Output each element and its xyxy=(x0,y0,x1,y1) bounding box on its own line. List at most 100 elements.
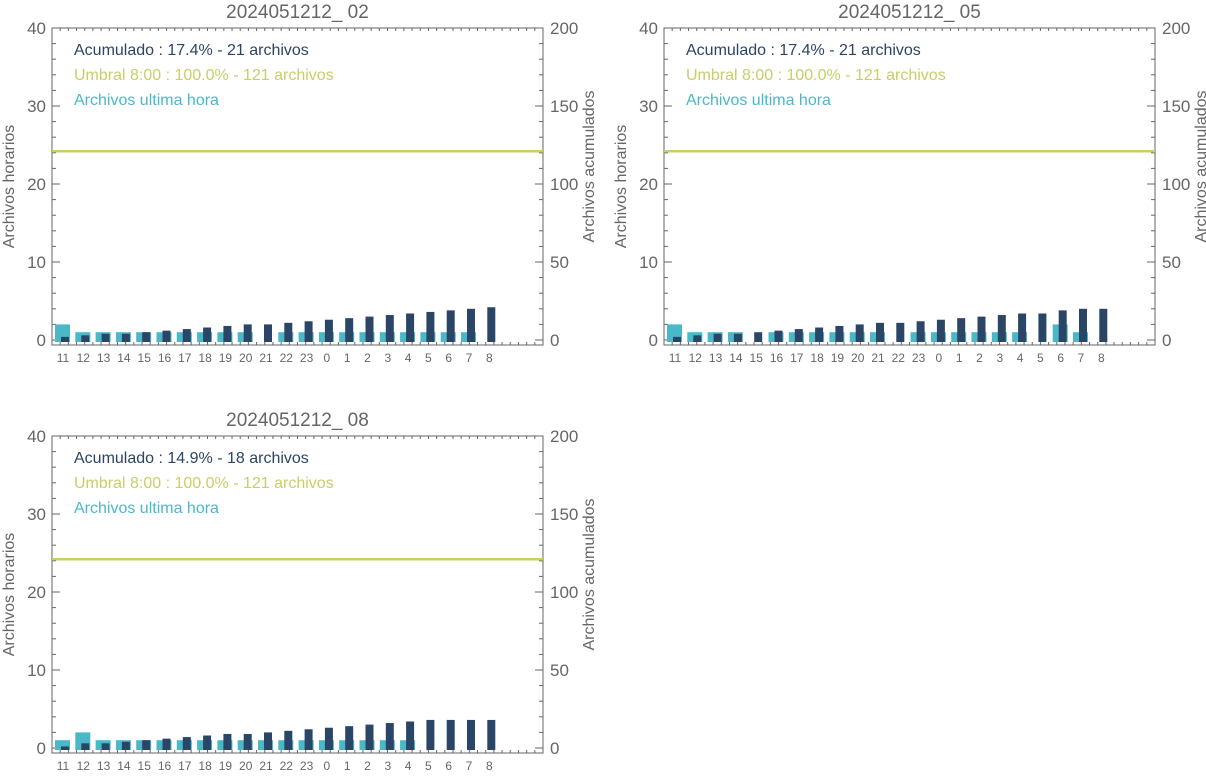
x-tick-label: 13 xyxy=(709,351,723,365)
bar-accumulated xyxy=(1038,313,1047,342)
bar-accumulated xyxy=(101,743,110,750)
y-tick-label-left: 30 xyxy=(639,97,658,116)
bar-accumulated xyxy=(101,333,110,342)
bar-accumulated xyxy=(243,733,252,750)
x-tick-label: 20 xyxy=(851,351,865,365)
bar-accumulated xyxy=(876,322,884,342)
legend-accumulated: Acumulado : 17.4% - 21 archivos xyxy=(74,42,309,59)
y-axis-label-right: Archivos acumulados xyxy=(581,498,598,650)
legend-hourly: Archivos ultima hora xyxy=(686,92,831,109)
chart-panel: 2024051212_ 05010203040050100150200Archi… xyxy=(613,2,1206,365)
y-tick-label-left: 40 xyxy=(27,427,46,446)
bar-accumulated xyxy=(162,330,171,342)
x-tick-label: 20 xyxy=(239,351,253,365)
bar-accumulated xyxy=(673,336,681,342)
bar-accumulated xyxy=(733,333,742,342)
bar-accumulated xyxy=(345,726,354,750)
bar-accumulated xyxy=(774,330,783,342)
x-tick-label: 14 xyxy=(117,351,131,365)
y-tick-label-right: 0 xyxy=(1162,331,1171,350)
bar-hourly xyxy=(55,740,70,750)
y-tick-label-right: 150 xyxy=(550,97,578,116)
bar-accumulated xyxy=(284,730,293,750)
y-tick-label-left: 20 xyxy=(27,175,46,194)
x-tick-label: 4 xyxy=(1017,351,1024,365)
bar-accumulated xyxy=(203,735,212,750)
y-axis-label-right: Archivos acumulados xyxy=(1193,90,1206,242)
x-tick-label: 18 xyxy=(198,351,212,365)
x-tick-label: 4 xyxy=(405,351,412,365)
x-tick-label: 12 xyxy=(689,351,703,365)
x-tick-label: 21 xyxy=(259,759,273,771)
x-tick-label: 1 xyxy=(344,351,351,365)
x-tick-label: 23 xyxy=(300,759,314,771)
x-tick-label: 4 xyxy=(405,759,412,771)
bar-accumulated xyxy=(81,743,90,750)
x-tick-label: 8 xyxy=(1098,351,1105,365)
bar-accumulated xyxy=(324,319,333,342)
x-tick-label: 18 xyxy=(198,759,212,771)
x-tick-label: 5 xyxy=(425,351,432,365)
x-tick-label: 16 xyxy=(770,351,784,365)
chart-panel: 2024051212_ 02010203040050100150200Archi… xyxy=(1,2,598,365)
x-tick-label: 19 xyxy=(219,759,233,771)
legend-accumulated: Acumulado : 14.9% - 18 archivos xyxy=(74,450,309,467)
x-tick-label: 16 xyxy=(158,759,172,771)
bar-accumulated xyxy=(406,313,415,342)
x-tick-label: 12 xyxy=(77,351,91,365)
bar-accumulated xyxy=(794,329,803,342)
bar-accumulated xyxy=(162,738,171,750)
y-tick-label-left: 0 xyxy=(37,331,46,350)
x-tick-label: 2 xyxy=(976,351,983,365)
x-tick-label: 7 xyxy=(466,351,473,365)
x-tick-label: 11 xyxy=(57,351,70,365)
y-tick-label-left: 20 xyxy=(639,175,658,194)
x-tick-label: 14 xyxy=(729,351,743,365)
legend-hourly: Archivos ultima hora xyxy=(74,92,219,109)
y-tick-label-left: 0 xyxy=(37,739,46,758)
bar-accumulated xyxy=(264,732,272,750)
y-tick-label-right: 200 xyxy=(1162,19,1190,38)
bar-accumulated xyxy=(223,733,232,750)
x-tick-label: 5 xyxy=(425,759,432,771)
x-tick-label: 0 xyxy=(936,351,943,365)
x-tick-label: 22 xyxy=(892,351,906,365)
bar-accumulated xyxy=(142,332,151,342)
x-tick-label: 5 xyxy=(1037,351,1044,365)
x-tick-label: 0 xyxy=(324,759,331,771)
x-tick-label: 1 xyxy=(956,351,963,365)
x-tick-label: 17 xyxy=(178,759,192,771)
bar-accumulated xyxy=(1018,313,1027,342)
x-tick-label: 18 xyxy=(810,351,824,365)
y-tick-label-right: 0 xyxy=(550,331,559,350)
bar-accumulated xyxy=(264,324,272,342)
bar-accumulated xyxy=(406,721,415,750)
bar-accumulated xyxy=(487,719,496,750)
bar-accumulated xyxy=(365,316,374,342)
bar-accumulated xyxy=(446,719,455,750)
x-tick-label: 14 xyxy=(117,759,131,771)
y-tick-label-right: 150 xyxy=(550,505,578,524)
chart-panel: 2024051212_ 08010203040050100150200Archi… xyxy=(1,410,598,773)
x-tick-label: 21 xyxy=(871,351,885,365)
chart-title: 2024051212_ 05 xyxy=(838,2,981,23)
y-tick-label-left: 30 xyxy=(27,97,46,116)
y-tick-label-right: 200 xyxy=(550,19,578,38)
x-tick-label: 13 xyxy=(97,759,111,771)
bar-accumulated xyxy=(345,318,354,342)
x-tick-label: 2 xyxy=(364,351,371,365)
x-tick-label: 13 xyxy=(97,351,111,365)
x-tick-label: 8 xyxy=(486,351,493,365)
bar-accumulated xyxy=(997,315,1006,342)
bar-accumulated xyxy=(1099,308,1108,342)
legend-hourly: Archivos ultima hora xyxy=(74,500,219,517)
x-tick-label: 16 xyxy=(158,351,172,365)
y-tick-label-left: 20 xyxy=(27,583,46,602)
x-tick-label: 2 xyxy=(364,759,371,771)
x-tick-label: 7 xyxy=(466,759,473,771)
x-tick-label: 21 xyxy=(259,351,273,365)
x-tick-label: 6 xyxy=(1057,351,1064,365)
x-tick-label: 12 xyxy=(77,759,91,771)
y-tick-label-left: 10 xyxy=(27,253,46,272)
